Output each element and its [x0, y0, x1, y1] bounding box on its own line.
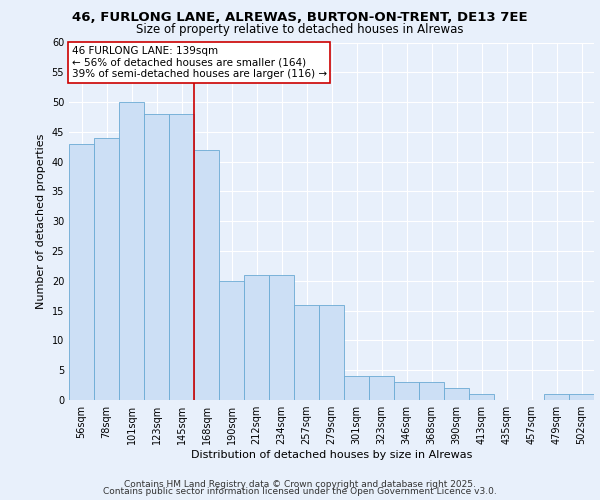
Bar	[94, 138, 119, 400]
Bar	[194, 150, 219, 400]
Bar	[419, 382, 444, 400]
Bar	[469, 394, 494, 400]
Y-axis label: Number of detached properties: Number of detached properties	[36, 134, 46, 309]
X-axis label: Distribution of detached houses by size in Alrewas: Distribution of detached houses by size …	[191, 450, 472, 460]
Bar	[119, 102, 144, 400]
Bar	[394, 382, 419, 400]
Bar	[369, 376, 394, 400]
Text: Contains HM Land Registry data © Crown copyright and database right 2025.: Contains HM Land Registry data © Crown c…	[124, 480, 476, 489]
Bar	[219, 281, 244, 400]
Bar	[544, 394, 569, 400]
Bar	[294, 304, 319, 400]
Text: 46, FURLONG LANE, ALREWAS, BURTON-ON-TRENT, DE13 7EE: 46, FURLONG LANE, ALREWAS, BURTON-ON-TRE…	[72, 11, 528, 24]
Bar	[444, 388, 469, 400]
Bar	[569, 394, 594, 400]
Bar	[344, 376, 369, 400]
Bar	[69, 144, 94, 400]
Bar	[269, 275, 294, 400]
Text: Size of property relative to detached houses in Alrewas: Size of property relative to detached ho…	[136, 22, 464, 36]
Bar	[169, 114, 194, 400]
Text: 46 FURLONG LANE: 139sqm
← 56% of detached houses are smaller (164)
39% of semi-d: 46 FURLONG LANE: 139sqm ← 56% of detache…	[71, 46, 327, 80]
Bar	[244, 275, 269, 400]
Bar	[319, 304, 344, 400]
Text: Contains public sector information licensed under the Open Government Licence v3: Contains public sector information licen…	[103, 487, 497, 496]
Bar	[144, 114, 169, 400]
